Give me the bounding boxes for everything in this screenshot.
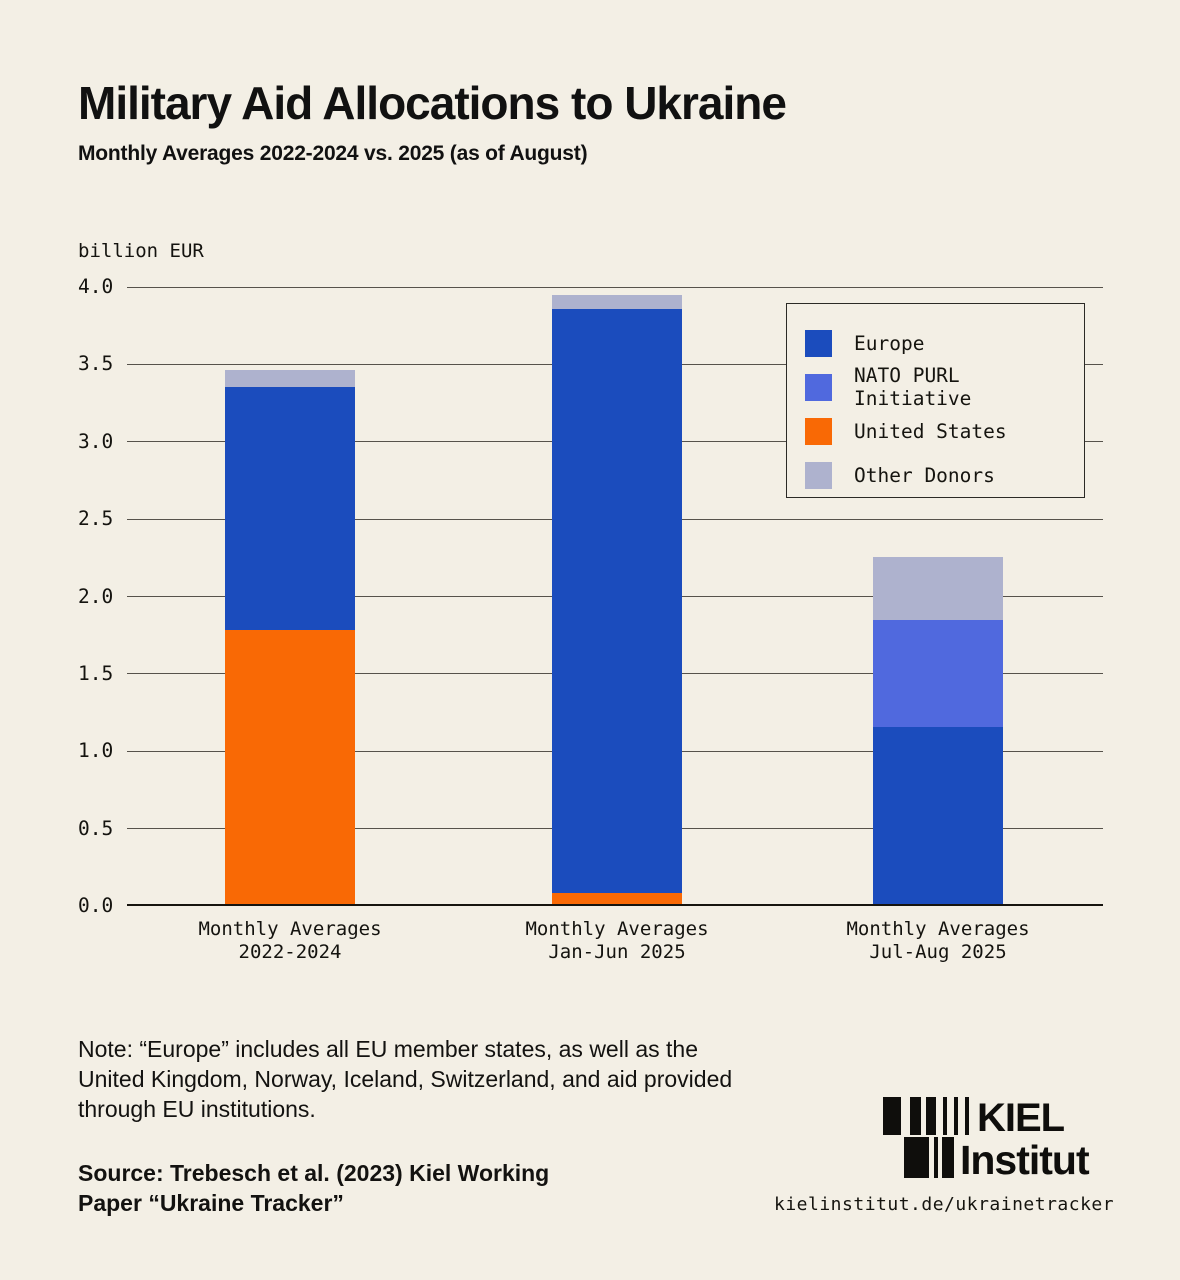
note-line: through EU institutions. [78, 1096, 316, 1122]
kiel-institut-logo: KIEL Institut [883, 1096, 1090, 1183]
legend-swatch-icon [805, 329, 832, 357]
y-tick-label: 3.0 [78, 429, 114, 453]
source-line: Source: Trebesch et al. (2023) Kiel Work… [78, 1160, 550, 1186]
legend-item: NATO PURL Initiative [805, 364, 1084, 410]
logo-barcode-row-bottom: Institut [883, 1137, 1090, 1183]
legend-swatch-icon [805, 373, 832, 401]
gridline [127, 286, 1103, 288]
logo-text-institut: Institut [960, 1137, 1090, 1183]
x-axis-label: Monthly Averages Jan-Jun 2025 [457, 918, 777, 964]
stacked-bar-1 [225, 369, 355, 905]
bar-segment-nato_purl [873, 620, 1003, 728]
legend-swatch-icon [805, 417, 832, 445]
x-axis-label-line: Monthly Averages [846, 918, 1030, 940]
footer-url: kielinstitut.de/ukrainetracker [774, 1194, 1115, 1215]
legend-item: Europe [805, 321, 1084, 365]
bar-segment-other_donors [873, 556, 1003, 621]
bar-segment-united_states [552, 892, 682, 905]
chart-subtitle: Monthly Averages 2022-2024 vs. 2025 (as … [78, 142, 588, 165]
y-tick-label: 0.0 [78, 894, 114, 917]
stacked-bar-3 [873, 556, 1003, 905]
legend-label: Europe [854, 331, 925, 355]
note-line: United Kingdom, Norway, Iceland, Switzer… [78, 1066, 733, 1092]
source-line: Paper “Ukraine Tracker” [78, 1190, 344, 1216]
legend-swatch-icon [805, 461, 832, 489]
legend-label: NATO PURL Initiative [854, 364, 972, 410]
bar-segment-other_donors [225, 369, 355, 387]
page-title: Military Aid Allocations to Ukraine [78, 77, 787, 129]
y-tick-label: 3.5 [78, 352, 114, 376]
y-tick-label: 1.5 [78, 661, 114, 685]
logo-barcode-row-top: KIEL [883, 1096, 1089, 1140]
legend-box: Europe NATO PURL Initiative United States O… [786, 303, 1085, 498]
y-tick-label: 2.5 [78, 507, 114, 531]
y-axis-unit-label: billion EUR [78, 240, 204, 262]
x-axis-label-line: Jan-Jun 2025 [548, 941, 686, 963]
bar-segment-united_states [225, 629, 355, 905]
y-tick-label: 1.0 [78, 739, 114, 763]
note-line: Note: “Europe” includes all EU member st… [78, 1036, 698, 1062]
bar-segment-europe [225, 386, 355, 630]
legend-item: Other Donors [805, 453, 1084, 497]
x-axis-label-line: Jul-Aug 2025 [869, 941, 1007, 963]
logo-text-kiel: KIEL [977, 1096, 1065, 1140]
plot-area [127, 286, 1103, 906]
x-axis-label: Monthly Averages Jul-Aug 2025 [778, 918, 1098, 964]
bar-segment-europe [873, 727, 1003, 905]
source-text: Source: Trebesch et al. (2023) Kiel Work… [78, 1158, 549, 1218]
x-axis-label-line: Monthly Averages [198, 918, 382, 940]
note-text: Note: “Europe” includes all EU member st… [78, 1034, 732, 1124]
legend-label: Other Donors [854, 463, 995, 487]
legend-label: United States [854, 419, 1007, 443]
x-axis-baseline [127, 903, 1103, 906]
x-axis-label-line: Monthly Averages [525, 918, 709, 940]
x-axis-label: Monthly Averages 2022-2024 [130, 918, 450, 964]
stacked-bar-2 [552, 295, 682, 905]
y-tick-label: 2.0 [78, 584, 114, 608]
bar-segment-europe [552, 309, 682, 893]
y-tick-label: 4.0 [78, 275, 114, 298]
legend-item: United States [805, 409, 1084, 453]
y-tick-label: 0.5 [78, 816, 114, 840]
x-axis-label-line: 2022-2024 [238, 941, 342, 963]
bar-segment-other_donors [552, 295, 682, 310]
